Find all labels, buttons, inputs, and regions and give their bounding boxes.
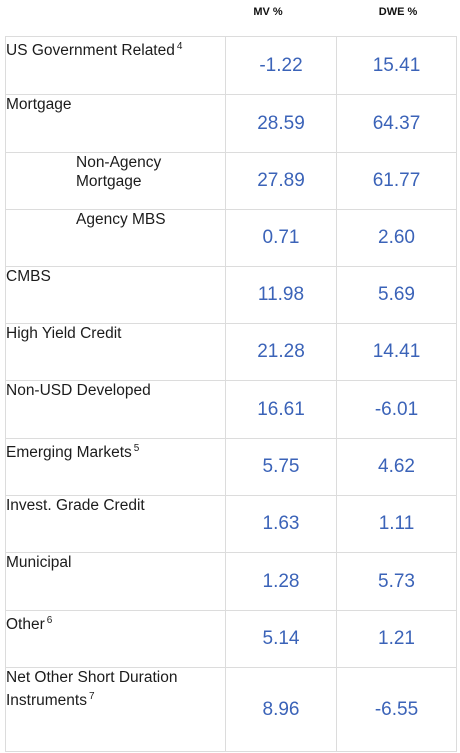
- dwe-percent-cell: -6.55: [336, 667, 457, 752]
- sector-label: Mortgage: [6, 96, 72, 113]
- column-header-dwe: DWE %: [378, 6, 418, 18]
- sector-label-cell: High Yield Credit: [5, 323, 226, 381]
- table-header: MV % DWE %: [0, 0, 460, 36]
- mv-percent-cell: 5.75: [225, 438, 337, 496]
- table-body: US Government Related 4 -1.22 15.41 Mortgage…: [5, 36, 457, 752]
- sector-label-cell: US Government Related 4: [5, 36, 226, 95]
- dwe-percent-cell: 61.77: [336, 152, 457, 210]
- sector-label: CMBS: [6, 268, 51, 285]
- sector-label-cell: Non-USD Developed: [5, 380, 226, 439]
- dwe-percent-cell: 15.41: [336, 36, 457, 95]
- table-row: Municipal 1.28 5.73: [5, 552, 457, 611]
- sector-label-cell: Mortgage: [5, 94, 226, 153]
- table-row: Agency MBS 0.71 2.60: [5, 209, 457, 267]
- dwe-percent-cell: 14.41: [336, 323, 457, 381]
- sector-label: Non-Agency Mortgage: [76, 154, 162, 190]
- mv-percent-cell: 8.96: [225, 667, 337, 752]
- dwe-percent-cell: 5.73: [336, 552, 457, 611]
- sector-label-cell: Non-Agency Mortgage: [5, 152, 226, 210]
- sector-label: Municipal: [6, 554, 72, 571]
- footnote-marker: 4: [176, 41, 183, 52]
- mv-percent-cell: -1.22: [225, 36, 337, 95]
- table-row: Other 6 5.14 1.21: [5, 610, 457, 668]
- dwe-percent-cell: 5.69: [336, 266, 457, 324]
- sector-label-cell: Emerging Markets 5: [5, 438, 226, 496]
- mv-percent-cell: 11.98: [225, 266, 337, 324]
- mv-percent-cell: 27.89: [225, 152, 337, 210]
- dwe-percent-cell: 4.62: [336, 438, 457, 496]
- dwe-percent-cell: -6.01: [336, 380, 457, 439]
- sector-label: Invest. Grade Credit: [6, 497, 145, 514]
- sector-label-cell: Net Other Short Duration Instruments 7: [5, 667, 226, 752]
- table-row: CMBS 11.98 5.69: [5, 266, 457, 324]
- sector-label: Emerging Markets: [6, 444, 132, 461]
- mv-percent-cell: 0.71: [225, 209, 337, 267]
- sector-label-cell: Agency MBS: [5, 209, 226, 267]
- sector-label: Non-USD Developed: [6, 382, 151, 399]
- mv-percent-cell: 1.63: [225, 495, 337, 553]
- sector-label-cell: Municipal: [5, 552, 226, 611]
- table-row: US Government Related 4 -1.22 15.41: [5, 36, 457, 95]
- table-row: Emerging Markets 5 5.75 4.62: [5, 438, 457, 496]
- mv-percent-cell: 28.59: [225, 94, 337, 153]
- table-row: Non-USD Developed 16.61 -6.01: [5, 380, 457, 439]
- table-row: Net Other Short Duration Instruments 7 8.9…: [5, 667, 457, 752]
- sector-label: High Yield Credit: [6, 325, 122, 342]
- sector-label: Agency MBS: [76, 211, 166, 228]
- sector-label: US Government Related: [6, 42, 175, 59]
- dwe-percent-cell: 64.37: [336, 94, 457, 153]
- footnote-marker: 7: [88, 691, 95, 702]
- table-row: Invest. Grade Credit 1.63 1.11: [5, 495, 457, 553]
- table-row: High Yield Credit 21.28 14.41: [5, 323, 457, 381]
- sector-allocation-table: US Government Related 4 -1.22 15.41 Mortgage…: [5, 36, 457, 752]
- mv-percent-cell: 16.61: [225, 380, 337, 439]
- column-header-mv: MV %: [253, 6, 283, 18]
- footnote-marker: 5: [133, 443, 140, 454]
- footnote-marker: 6: [46, 615, 53, 626]
- mv-percent-cell: 5.14: [225, 610, 337, 668]
- dwe-percent-cell: 2.60: [336, 209, 457, 267]
- sector-label: Net Other Short Duration Instruments: [6, 669, 178, 709]
- table-row: Mortgage 28.59 64.37: [5, 94, 457, 153]
- dwe-percent-cell: 1.21: [336, 610, 457, 668]
- table-row: Non-Agency Mortgage 27.89 61.77: [5, 152, 457, 210]
- mv-percent-cell: 21.28: [225, 323, 337, 381]
- mv-percent-cell: 1.28: [225, 552, 337, 611]
- sector-label: Other: [6, 616, 45, 633]
- sector-label-cell: Invest. Grade Credit: [5, 495, 226, 553]
- sector-label-cell: CMBS: [5, 266, 226, 324]
- sector-label-cell: Other 6: [5, 610, 226, 668]
- dwe-percent-cell: 1.11: [336, 495, 457, 553]
